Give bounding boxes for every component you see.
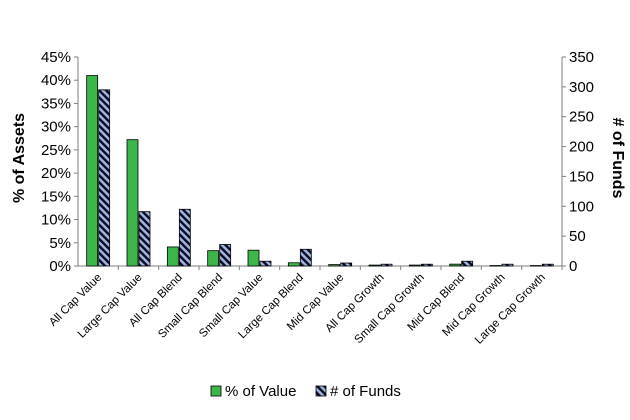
- x-tick-label: Small Cap Growth: [352, 272, 426, 346]
- bar-num-funds: [380, 263, 393, 267]
- y2-axis-title: # of Funds: [609, 118, 626, 199]
- y-ticks-right: 0 50 100 150 200 250 300 350: [562, 49, 594, 275]
- bar-num-funds: [138, 211, 151, 267]
- y-tick-label-left: 10%: [41, 212, 71, 229]
- bar-pct-value: [328, 264, 341, 267]
- y-axis-title: % of Assets: [11, 113, 28, 203]
- bar-pct-value: [247, 249, 260, 267]
- y-tick-label-right: 100: [569, 198, 594, 215]
- bar-pct-value: [166, 246, 179, 267]
- bar-num-funds: [219, 244, 232, 267]
- bar-num-funds: [98, 89, 111, 267]
- plot-area: 0% 5% 10% 15% 20% 25% 30% 35% 40% 45% 0 50 100 150 20…: [41, 49, 594, 347]
- y-tick-label-left: 20%: [41, 165, 71, 182]
- bar-pct-value: [529, 265, 542, 267]
- y-tick-label-right: 50: [569, 228, 586, 245]
- bar-num-funds: [501, 263, 514, 267]
- y-tick-label-left: 15%: [41, 188, 71, 205]
- bar-pct-value: [207, 250, 220, 267]
- bar-pct-value: [449, 263, 462, 267]
- y-tick-label-right: 0: [569, 258, 577, 275]
- y-tick-label-left: 25%: [41, 142, 71, 159]
- y-tick-label-right: 250: [569, 109, 594, 126]
- y-tick-label-left: 5%: [49, 235, 71, 252]
- y-tick-label-left: 30%: [41, 119, 71, 136]
- bar-pct-value: [86, 75, 99, 267]
- bars: [86, 75, 554, 267]
- y-tick-label-right: 350: [569, 49, 594, 66]
- bar-pct-value: [126, 139, 139, 267]
- legend: % of Value # of Funds: [210, 383, 401, 400]
- legend-swatch-funds: [315, 385, 327, 397]
- legend-label-value: % of Value: [225, 383, 296, 400]
- x-tick-label: Large Cap Growth: [473, 272, 548, 347]
- bar-num-funds: [340, 262, 353, 267]
- y-tick-label-right: 150: [569, 168, 594, 185]
- bar-pct-value: [368, 264, 381, 267]
- y-tick-label-right: 200: [569, 139, 594, 156]
- y-tick-label-right: 300: [569, 79, 594, 96]
- bar-pct-value: [408, 264, 421, 267]
- bar-num-funds: [541, 263, 554, 267]
- y-ticks-left: 0% 5% 10% 15% 20% 25% 30% 35% 40% 45%: [41, 49, 78, 275]
- legend-label-funds: # of Funds: [330, 383, 401, 400]
- bar-num-funds: [259, 260, 272, 267]
- bar-num-funds: [420, 263, 433, 267]
- y-tick-label-left: 40%: [41, 72, 71, 89]
- bar-num-funds: [461, 260, 474, 267]
- y-tick-label-left: 45%: [41, 49, 71, 66]
- bar-num-funds: [178, 208, 191, 267]
- y-tick-label-left: 0%: [49, 258, 71, 275]
- bar-num-funds: [299, 248, 312, 267]
- y-tick-label-left: 35%: [41, 95, 71, 112]
- bar-pct-value: [489, 265, 502, 267]
- bar-pct-value: [287, 262, 300, 267]
- legend-swatch-value: [210, 385, 222, 397]
